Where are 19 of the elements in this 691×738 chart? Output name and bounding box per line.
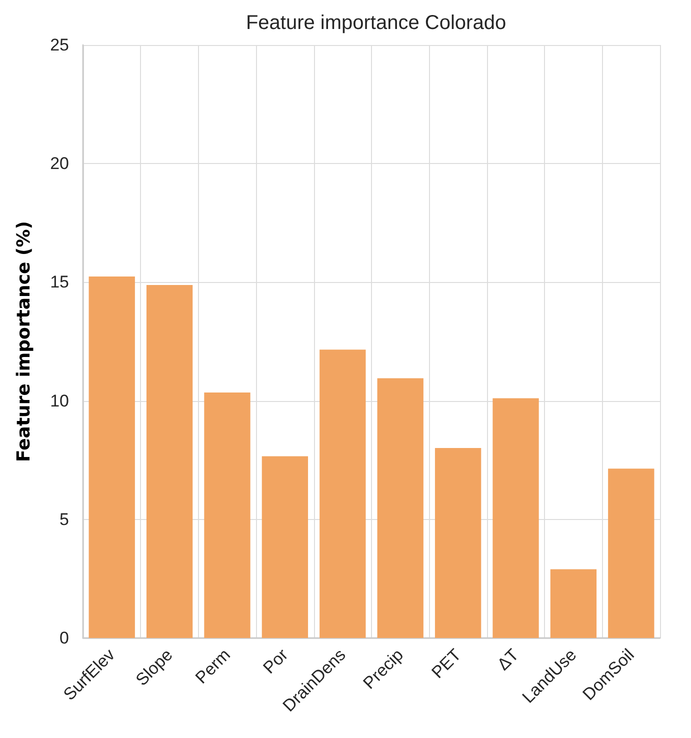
y-tick-label: 20 bbox=[50, 154, 69, 174]
y-axis-title: Feature importance (%) bbox=[14, 221, 34, 462]
y-tick-label: 25 bbox=[50, 36, 69, 54]
bar bbox=[608, 468, 654, 638]
bar bbox=[434, 448, 482, 638]
bar bbox=[146, 285, 193, 638]
bar bbox=[492, 398, 539, 638]
bar bbox=[320, 350, 366, 638]
bar bbox=[377, 378, 424, 638]
bar bbox=[262, 456, 308, 638]
chart-title: Feature importance Colorado bbox=[246, 12, 506, 34]
y-tick-label: 10 bbox=[50, 391, 69, 410]
bar bbox=[550, 569, 597, 638]
bar bbox=[88, 276, 135, 638]
y-tick-label: 15 bbox=[50, 272, 69, 292]
bar bbox=[204, 392, 250, 638]
y-tick-label: 5 bbox=[60, 510, 69, 529]
x-tick-label: ΔT bbox=[494, 645, 522, 674]
y-tick-label: 0 bbox=[60, 628, 69, 648]
